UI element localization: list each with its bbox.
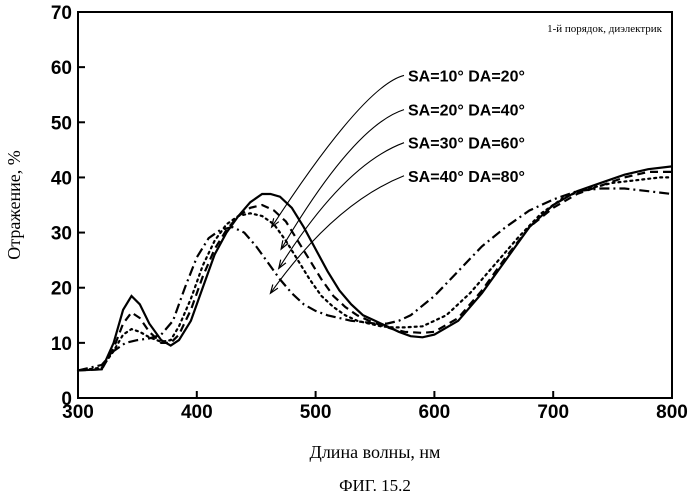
legend-label-3: SA=30° DA=60° bbox=[408, 136, 525, 153]
legend-arrowhead-3 bbox=[279, 260, 286, 269]
x-tick-label: 400 bbox=[181, 402, 213, 423]
ticks-layer: 300400500600700800010203040506070 bbox=[51, 3, 688, 423]
y-tick-label: 0 bbox=[61, 389, 72, 410]
legend: SA=10° DA=20° SA=20° DA=40° SA=30° DA=60° S… bbox=[270, 68, 524, 293]
legend-label-2: SA=20° DA=40° bbox=[408, 103, 525, 120]
legend-arrow-3 bbox=[279, 143, 404, 269]
plot-frame bbox=[78, 12, 672, 398]
legend-label-4: SA=40° DA=80° bbox=[408, 169, 525, 186]
legend-label-1: SA=10° DA=20° bbox=[408, 68, 525, 85]
reflectance-chart: 300400500600700800010203040506070 1-й по… bbox=[0, 0, 696, 500]
y-tick-label: 10 bbox=[51, 334, 72, 355]
legend-arrow-2 bbox=[281, 110, 404, 250]
x-tick-label: 500 bbox=[300, 402, 332, 423]
series-line-1 bbox=[78, 166, 672, 370]
y-axis-label: Отражение, % bbox=[4, 150, 24, 260]
x-axis-label: Длина волны, нм bbox=[310, 442, 441, 462]
y-tick-label: 40 bbox=[51, 168, 72, 189]
series-line-2 bbox=[78, 172, 672, 371]
y-tick-label: 50 bbox=[51, 113, 72, 134]
series-line-3 bbox=[78, 177, 672, 370]
y-tick-label: 20 bbox=[51, 279, 72, 300]
y-tick-label: 70 bbox=[51, 3, 72, 24]
x-tick-label: 700 bbox=[537, 402, 569, 423]
figure-caption: ФИГ. 15.2 bbox=[339, 476, 411, 495]
y-tick-label: 30 bbox=[51, 224, 72, 245]
plot-area bbox=[78, 12, 672, 398]
chart-annotation: 1-й порядок, диэлектрик bbox=[547, 23, 663, 35]
legend-arrow-1 bbox=[272, 75, 404, 227]
y-tick-label: 60 bbox=[51, 58, 72, 79]
x-tick-label: 800 bbox=[656, 402, 688, 423]
series-layer bbox=[78, 166, 672, 370]
x-tick-label: 600 bbox=[419, 402, 451, 423]
